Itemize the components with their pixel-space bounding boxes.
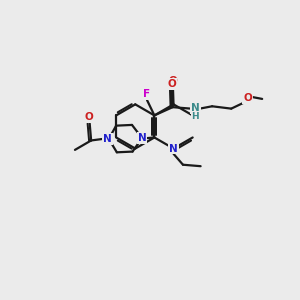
Text: N: N: [138, 133, 146, 143]
Text: F: F: [142, 89, 150, 99]
Text: O: O: [243, 93, 252, 103]
Text: N: N: [103, 134, 112, 144]
Text: O: O: [169, 76, 177, 86]
Text: O: O: [168, 79, 176, 89]
Text: H: H: [191, 112, 199, 122]
Text: N: N: [169, 143, 178, 154]
Text: O: O: [85, 112, 94, 122]
Text: N: N: [191, 103, 200, 113]
